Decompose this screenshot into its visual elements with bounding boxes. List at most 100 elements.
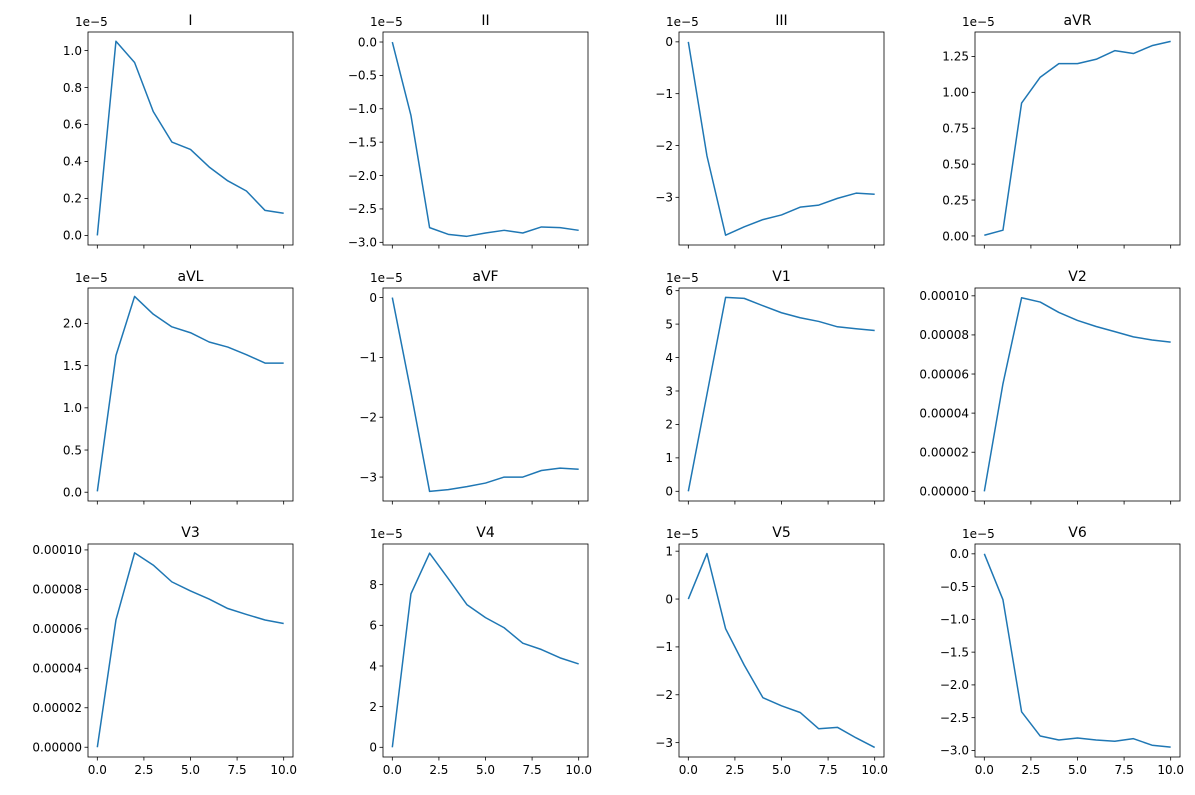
y-tick-label: −1: [655, 87, 673, 101]
subplot-v4: 0 2 4 6 8 0.0 2.5 5.0 7.5 10.0 V4 1e−5: [369, 525, 592, 777]
subplot-ii: 0.0 −0.5 −1.0 −1.5 −2.0 −2.5 −3.0 II 1e−5: [348, 13, 589, 250]
series-line: [687, 552, 876, 749]
subplot-title: aVR: [1064, 13, 1092, 29]
x-tick-label: 7.5: [819, 763, 838, 777]
y-offset-label: 1e−5: [962, 527, 995, 541]
subplot-v5: 1 0 −1 −2 −3 0.0 2.5 5.0 7.5 10.0 V5 1e−5: [655, 525, 888, 777]
subplot-title: V1: [772, 269, 790, 285]
y-tick-label: 0.25: [942, 193, 969, 207]
axes-frame: [678, 543, 885, 758]
y-tick-label: −2.0: [940, 678, 969, 692]
y-tick-label: 0.8: [63, 81, 82, 95]
y-tick-label: −3.0: [348, 236, 377, 250]
y-tick-label: 0.2: [63, 192, 82, 206]
y-tick-label: 0: [665, 485, 673, 499]
axes-frame: [678, 287, 885, 502]
y-tick-label: 0.00006: [32, 622, 82, 636]
y-tick-label: 0.00002: [919, 446, 969, 460]
series-line: [984, 40, 1171, 236]
y-tick-label: 6: [665, 284, 673, 298]
y-tick-label: 0.00006: [919, 367, 969, 381]
x-tick-label: 7.5: [1115, 763, 1134, 777]
y-tick-label: 1.00: [942, 86, 969, 100]
y-tick-label: 0.0: [358, 35, 377, 49]
x-tick-label: 5.0: [772, 763, 791, 777]
x-tick-label: 5.0: [1068, 763, 1087, 777]
y-tick-label: −3.0: [940, 744, 969, 758]
y-tick-label: −2: [359, 411, 377, 425]
axes-frame: [974, 543, 1181, 758]
y-tick-label: 0.00010: [919, 289, 969, 303]
series-line: [391, 41, 579, 238]
subplot-avr: 0.00 0.25 0.50 0.75 1.00 1.25 aVR 1e−5: [942, 13, 1181, 249]
y-tick-label: −1: [655, 640, 673, 654]
y-tick-label: −1.5: [940, 645, 969, 659]
x-tick-label: 7.5: [523, 763, 542, 777]
y-tick-label: 0: [369, 741, 377, 755]
y-tick-label: 2: [369, 700, 377, 714]
subplot-v6: 0.0 −0.5 −1.0 −1.5 −2.0 −2.5 −3.0 0.0 2.5 5.0 7.5 1…: [940, 525, 1184, 777]
axes-frame: [678, 31, 885, 246]
y-tick-label: 0.0: [63, 229, 82, 243]
y-offset-label: 1e−5: [370, 527, 403, 541]
series-line: [96, 40, 284, 236]
axes-frame: [382, 543, 589, 758]
y-tick-label: 6: [369, 619, 377, 633]
y-tick-label: −1.5: [348, 135, 377, 149]
subplot-iii: 0 −1 −2 −3 III 1e−5: [655, 13, 885, 249]
y-tick-label: 0.50: [942, 157, 969, 171]
y-offset-label: 1e−5: [962, 15, 995, 29]
y-tick-label: −1: [359, 351, 377, 365]
y-tick-label: 1.0: [63, 44, 82, 58]
y-tick-label: 4: [369, 659, 377, 673]
series-line: [687, 296, 875, 492]
y-tick-label: −1.0: [348, 102, 377, 116]
subplot-title: V4: [476, 525, 495, 541]
y-tick-label: 0.00010: [32, 543, 82, 557]
subplot-title: III: [775, 13, 787, 29]
y-tick-label: 1: [665, 451, 673, 465]
y-offset-label: 1e−5: [666, 15, 699, 29]
y-tick-label: 0.00000: [32, 741, 82, 755]
y-tick-label: 0: [369, 291, 377, 305]
x-tick-label: 0.0: [88, 763, 107, 777]
subplot-avf: 0 −1 −2 −3 aVF 1e−5: [359, 269, 589, 505]
y-tick-label: 0.00008: [919, 328, 969, 342]
y-offset-label: 1e−5: [75, 271, 108, 285]
y-offset-label: 1e−5: [666, 271, 699, 285]
y-tick-label: 1.0: [63, 401, 82, 415]
subplot-title: II: [481, 13, 489, 29]
y-offset-label: 1e−5: [75, 15, 108, 29]
y-tick-label: 0.00000: [919, 485, 969, 499]
y-tick-label: 2.0: [63, 317, 82, 331]
series-line: [96, 295, 284, 492]
y-tick-label: 5: [665, 317, 673, 331]
y-tick-label: 4: [665, 351, 673, 365]
subplot-avl: 0.0 0.5 1.0 1.5 2.0 aVL 1e−5: [63, 269, 294, 505]
y-tick-label: 0: [665, 592, 673, 606]
series-line: [983, 553, 1171, 748]
subplot-title: aVL: [178, 269, 204, 285]
x-tick-label: 0.0: [679, 763, 698, 777]
x-tick-label: 10.0: [861, 763, 888, 777]
x-tick-label: 7.5: [228, 763, 247, 777]
y-offset-label: 1e−5: [370, 15, 403, 29]
y-offset-label: 1e−5: [666, 527, 699, 541]
series-line: [96, 552, 284, 748]
y-tick-label: −0.5: [940, 580, 969, 594]
y-tick-label: 1.5: [63, 359, 82, 373]
y-tick-label: 0.00008: [32, 583, 82, 597]
y-tick-label: 0.4: [63, 155, 82, 169]
y-tick-label: −2.5: [940, 711, 969, 725]
axes-frame: [382, 31, 589, 246]
y-tick-label: 0.0: [950, 547, 969, 561]
y-offset-label: 1e−5: [370, 271, 403, 285]
subplot-v2: 0.00000 0.00002 0.00004 0.00006 0.00008 0.000…: [919, 269, 1181, 505]
subplot-title: V5: [772, 525, 790, 541]
x-tick-label: 0.0: [975, 763, 994, 777]
x-tick-label: 5.0: [181, 763, 200, 777]
y-tick-label: 3: [665, 384, 673, 398]
axes-frame: [87, 31, 294, 246]
subplot-title: V6: [1068, 525, 1087, 541]
